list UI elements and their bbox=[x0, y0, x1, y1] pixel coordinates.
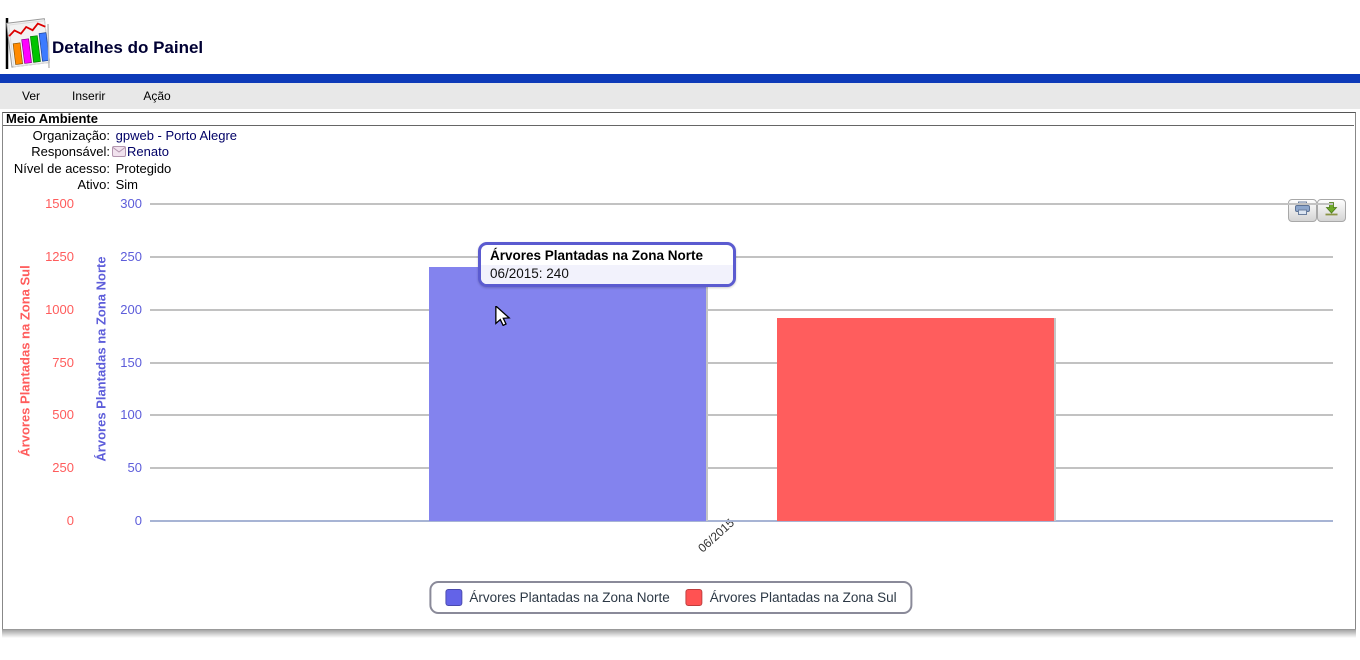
legend-label: Árvores Plantadas na Zona Sul bbox=[709, 590, 897, 605]
field-label: Organização: bbox=[32, 128, 110, 143]
panel-name: Meio Ambiente bbox=[6, 111, 98, 126]
legend-label: Árvores Plantadas na Zona Norte bbox=[469, 590, 670, 605]
gridline bbox=[150, 467, 1333, 470]
y-tick-label: 200 bbox=[120, 301, 142, 317]
page-title: Detalhes do Painel bbox=[52, 38, 204, 57]
field-label: Nível de acesso: bbox=[13, 161, 110, 176]
x-axis-line bbox=[150, 520, 1333, 522]
gridline bbox=[150, 308, 1333, 311]
y-tick-label: 150 bbox=[120, 354, 142, 370]
gridline bbox=[150, 203, 1333, 205]
field-responsavel: Responsável: Renato bbox=[3, 144, 169, 160]
field-nivel-acesso: Nível de acesso: Protegido bbox=[3, 161, 171, 177]
y-tick-label: 0 bbox=[66, 513, 74, 528]
y-tick-label: 100 bbox=[120, 407, 142, 423]
tooltip-value: 06/2015: 240 bbox=[481, 265, 733, 284]
envelope-icon[interactable] bbox=[112, 145, 126, 161]
y-tick-label: 1500 bbox=[45, 196, 74, 211]
content-box-shadow bbox=[2, 629, 1356, 638]
panel-title-rule bbox=[3, 125, 1354, 126]
y-tick-label: 1250 bbox=[45, 248, 74, 264]
field-label: Ativo: bbox=[77, 177, 110, 192]
y-tick-label: 250 bbox=[120, 248, 142, 264]
y-tick-label: 500 bbox=[52, 407, 74, 423]
y-tick-label: 250 bbox=[52, 460, 74, 476]
menu-bar: Ver Inserir Ação bbox=[0, 83, 1360, 109]
y-tick-label: 0 bbox=[134, 513, 142, 528]
bar-sul[interactable] bbox=[777, 318, 1054, 521]
access-level-value: Protegido bbox=[115, 161, 172, 176]
organization-link[interactable]: gpweb - Porto Alegre bbox=[115, 128, 238, 143]
legend-item[interactable]: Árvores Plantadas na Zona Sul bbox=[685, 589, 897, 606]
tooltip-title: Árvores Plantadas na Zona Norte bbox=[490, 248, 704, 263]
legend-swatch-icon bbox=[445, 589, 463, 606]
field-organizacao: Organização: gpweb - Porto Alegre bbox=[3, 128, 237, 144]
chart-tooltip: Árvores Plantadas na Zona Norte 06/2015:… bbox=[478, 242, 736, 287]
legend-swatch-icon bbox=[685, 589, 703, 606]
active-value: Sim bbox=[115, 177, 139, 192]
bar-norte[interactable] bbox=[429, 267, 706, 521]
bar-chart-logo-icon bbox=[4, 12, 51, 75]
mouse-cursor-icon bbox=[494, 304, 512, 331]
y-tick-label: 750 bbox=[52, 354, 74, 370]
menu-ver[interactable]: Ver bbox=[22, 89, 41, 103]
legend-item[interactable]: Árvores Plantadas na Zona Norte bbox=[445, 589, 670, 606]
responsible-link[interactable]: Renato bbox=[127, 144, 169, 159]
field-label: Responsável: bbox=[31, 144, 110, 159]
y-tick-label: 1000 bbox=[45, 301, 74, 317]
field-ativo: Ativo: Sim bbox=[3, 177, 138, 193]
chart-legend: Árvores Plantadas na Zona Norte Árvores P… bbox=[429, 581, 913, 614]
y-tick-label: 50 bbox=[127, 460, 142, 476]
download-icon bbox=[1324, 201, 1339, 221]
gridline bbox=[150, 255, 1333, 258]
y-tick-label: 300 bbox=[120, 196, 142, 211]
gridline bbox=[150, 361, 1333, 364]
gridline bbox=[150, 414, 1333, 417]
menu-inserir[interactable]: Inserir bbox=[72, 89, 106, 103]
menu-acao[interactable]: Ação bbox=[143, 89, 171, 103]
header-divider-bar bbox=[0, 74, 1360, 83]
